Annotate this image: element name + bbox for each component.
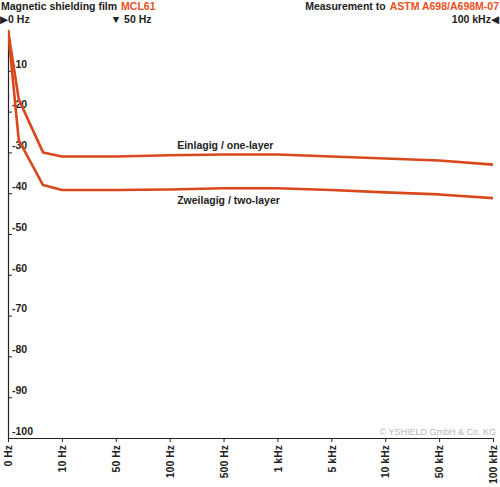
x-tick: 50 Hz xyxy=(110,438,122,472)
x-tick-label: 50 kHz xyxy=(433,445,445,478)
x-tick-mark xyxy=(439,438,440,442)
lines xyxy=(8,30,493,198)
x-tick: 1 kHz xyxy=(272,438,284,472)
y-tick-label: -50 xyxy=(12,221,27,233)
x-tick: 100 kHz xyxy=(487,438,499,484)
y-tick-mark xyxy=(8,397,12,398)
x-tick-label: 100 Hz xyxy=(164,445,176,478)
note-highlight: ASTM A698/A698M-07 xyxy=(390,0,499,12)
y-tick: -90 xyxy=(8,384,27,398)
chart: Magnetic shielding film MCL61 Measurement … xyxy=(0,0,500,487)
y-tick-mark xyxy=(8,234,12,235)
title-text: Magnetic shielding film xyxy=(1,0,117,12)
y-tick: -80 xyxy=(8,343,27,357)
note-text: Measurement to xyxy=(305,0,386,12)
x-tick-mark xyxy=(493,438,494,442)
x-tick-label: 100 kHz xyxy=(487,445,499,484)
y-tick-mark xyxy=(8,275,12,276)
range-marker: ▶0 Hz xyxy=(0,13,30,25)
y-tick-label: -40 xyxy=(12,180,27,192)
x-tick: 0 Hz xyxy=(2,438,14,467)
series-label: Einlagig / one-layer xyxy=(177,139,273,151)
series-label: Zweilagig / two-layer xyxy=(177,194,280,206)
y-tick-mark xyxy=(8,112,12,113)
x-tick: 50 kHz xyxy=(433,438,445,478)
x-tick-label: 10 kHz xyxy=(379,445,391,478)
x-tick: 10 Hz xyxy=(56,438,68,472)
y-tick-label: -90 xyxy=(12,384,27,396)
y-tick-label: -100 xyxy=(12,425,33,437)
x-tick-mark xyxy=(277,438,278,442)
x-tick-label: 10 Hz xyxy=(56,445,68,472)
x-axis-line xyxy=(9,438,494,439)
title-highlight: MCL61 xyxy=(121,0,156,12)
y-tick: -100 xyxy=(8,425,33,439)
note: Measurement to ASTM A698/A698M-07 xyxy=(305,0,499,12)
y-tick-mark xyxy=(8,356,12,357)
x-tick: 100 Hz xyxy=(164,438,176,478)
y-tick-label: -70 xyxy=(12,302,27,314)
y-axis: -10-20-30-40-50-60-70-80-90-100 xyxy=(8,31,33,439)
y-tick: -40 xyxy=(8,180,27,194)
x-tick-mark xyxy=(8,438,9,442)
x-tick-mark xyxy=(224,438,225,442)
x-tick: 10 kHz xyxy=(379,438,391,478)
x-tick-mark xyxy=(331,438,332,442)
range-marker: ▼ 50 Hz xyxy=(111,13,152,25)
y-tick: -70 xyxy=(8,302,27,316)
series-line xyxy=(8,30,493,165)
x-tick-label: 1 kHz xyxy=(272,445,284,472)
x-tick-mark xyxy=(116,438,117,442)
y-tick-mark xyxy=(8,316,12,317)
title: Magnetic shielding film MCL61 xyxy=(1,0,156,12)
x-tick-label: 0 Hz xyxy=(2,445,14,467)
y-tick-mark xyxy=(8,193,12,194)
y-tick: -60 xyxy=(8,262,27,276)
x-tick-mark xyxy=(385,438,386,442)
x-tick-label: 5 kHz xyxy=(326,445,338,472)
x-tick-label: 50 Hz xyxy=(110,445,122,472)
y-tick-mark xyxy=(8,152,12,153)
x-tick-mark xyxy=(62,438,63,442)
copyright: © YSHIELD GmbH & Co. KG xyxy=(380,427,497,437)
x-tick: 5 kHz xyxy=(326,438,338,472)
x-axis: 0 Hz 10 Hz 50 Hz 100 Hz 500 Hz 1 kHz 5 kHz 10 k… xyxy=(2,438,499,484)
x-tick: 500 Hz xyxy=(218,438,230,478)
range-marker: 100 kHz◀ xyxy=(452,13,500,25)
series-line xyxy=(8,30,493,198)
x-tick-label: 500 Hz xyxy=(218,445,230,478)
y-tick-label: -60 xyxy=(12,262,27,274)
x-tick-mark xyxy=(170,438,171,442)
y-tick-label: -80 xyxy=(12,343,27,355)
y-tick: -50 xyxy=(8,221,27,235)
